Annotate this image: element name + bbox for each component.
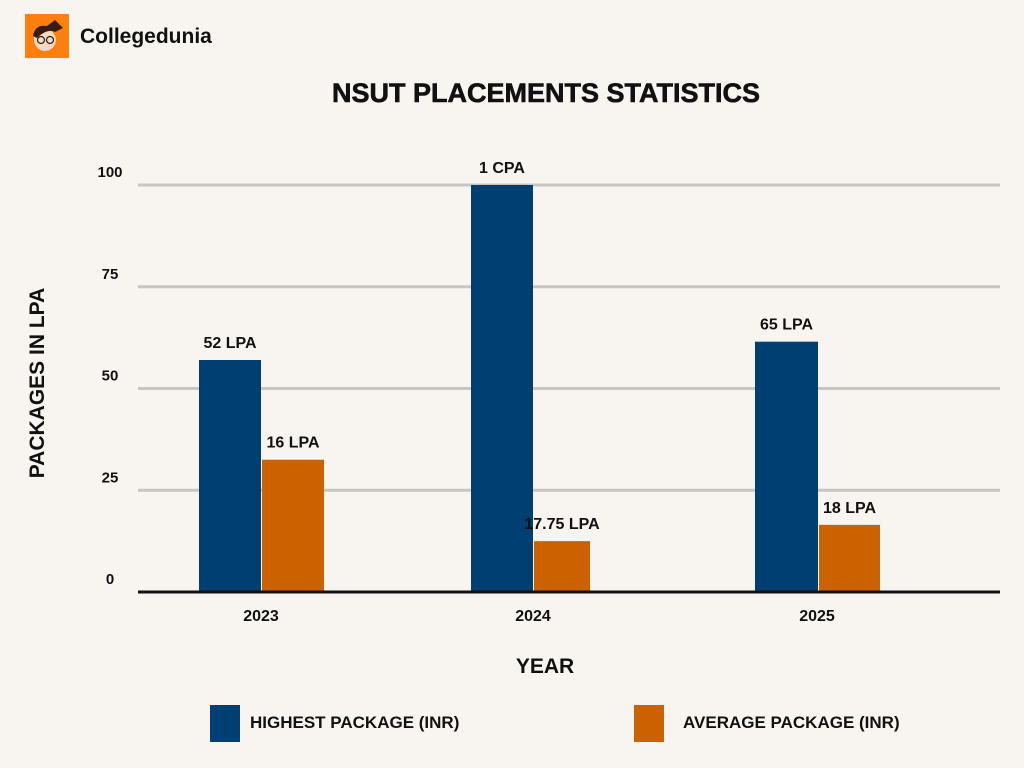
legend-label: HIGHEST PACKAGE (INR) bbox=[250, 713, 459, 732]
x-tick-label: 2025 bbox=[799, 608, 835, 625]
data-label: 18 LPA bbox=[823, 500, 877, 517]
bar-highest-2025 bbox=[755, 341, 818, 592]
y-tick-label: 0 bbox=[106, 571, 114, 588]
y-tick-label: 25 bbox=[102, 469, 119, 486]
x-tick-label: 2023 bbox=[243, 608, 279, 625]
chart-title: NSUT PLACEMENTS STATISTICS bbox=[332, 78, 760, 108]
legend-swatch bbox=[210, 705, 240, 742]
y-tick-label: 50 bbox=[102, 368, 119, 385]
data-label: 1 CPA bbox=[479, 160, 525, 177]
bar-highest-2023 bbox=[199, 360, 261, 592]
y-axis-label: PACKAGES IN LPA bbox=[26, 288, 49, 479]
y-tick-label: 75 bbox=[102, 266, 119, 283]
legend-swatch bbox=[634, 705, 664, 742]
y-tick-label: 100 bbox=[97, 164, 122, 181]
bar-average-2025 bbox=[819, 524, 880, 592]
data-label: 52 LPA bbox=[203, 335, 257, 352]
data-label: 17.75 LPA bbox=[524, 516, 600, 533]
mascot-icon bbox=[33, 20, 63, 51]
legend-label: AVERAGE PACKAGE (INR) bbox=[683, 713, 900, 732]
bar-highest-2024 bbox=[471, 185, 533, 592]
x-tick-label: 2024 bbox=[515, 608, 551, 625]
data-label: 16 LPA bbox=[266, 435, 320, 452]
collegedunia-logo bbox=[25, 14, 69, 58]
data-label: 65 LPA bbox=[760, 317, 814, 334]
bar-average-2024 bbox=[534, 541, 590, 592]
brand-name: Collegedunia bbox=[80, 25, 212, 48]
bar-average-2023 bbox=[262, 459, 324, 592]
x-axis-label: YEAR bbox=[516, 655, 574, 678]
